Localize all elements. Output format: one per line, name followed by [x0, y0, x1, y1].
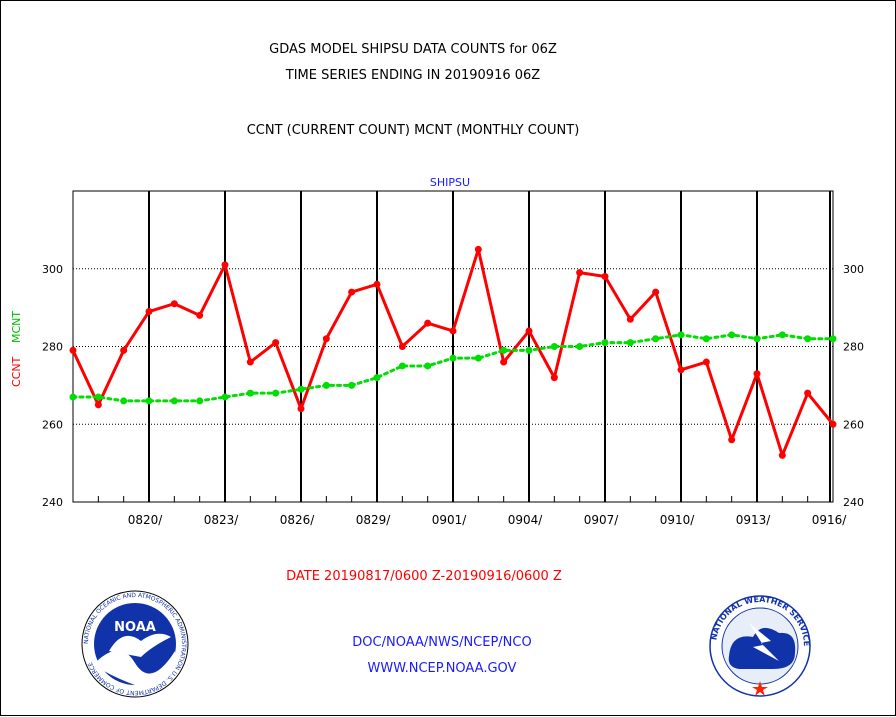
series-point-mcnt	[322, 381, 330, 389]
series-point-mcnt	[702, 335, 710, 343]
x-tick-label: 0829/	[356, 513, 392, 527]
series-point-ccnt	[626, 315, 634, 323]
y-tick-label-left: 260	[42, 418, 63, 431]
series-point-mcnt	[525, 346, 533, 354]
series-point-mcnt	[348, 381, 356, 389]
panel-title: SHIPSU	[430, 176, 470, 189]
series-point-ccnt	[500, 358, 508, 366]
nws-logo: NATIONAL WEATHER SERVICE	[709, 595, 811, 697]
series-point-ccnt	[449, 327, 457, 335]
series-point-ccnt	[753, 370, 761, 378]
series-point-mcnt	[626, 339, 634, 347]
x-tick-label: 0823/	[204, 513, 240, 527]
x-tick-label: 0904/	[508, 513, 544, 527]
chart-title-line-2: TIME SERIES ENDING IN 20190916 06Z	[285, 68, 541, 83]
series-point-ccnt	[297, 405, 305, 413]
series-point-ccnt	[728, 436, 736, 444]
series-point-mcnt	[778, 331, 786, 339]
footer-org-line: DOC/NOAA/NWS/NCEP/NCO	[352, 635, 531, 650]
series-point-mcnt	[272, 389, 280, 397]
series-point-ccnt	[170, 300, 178, 308]
series-point-mcnt	[500, 346, 508, 354]
series-point-ccnt	[120, 346, 128, 354]
series-point-mcnt	[677, 331, 685, 339]
series-point-mcnt	[196, 397, 204, 405]
series-point-ccnt	[550, 374, 558, 382]
series-point-ccnt	[221, 261, 229, 269]
x-tick-label: 0910/	[660, 513, 696, 527]
series-point-ccnt	[652, 288, 660, 296]
series-point-mcnt	[69, 393, 77, 401]
series-point-mcnt	[373, 374, 381, 382]
series-point-ccnt	[246, 358, 254, 366]
series-point-ccnt	[145, 308, 153, 316]
x-tick-label: 0913/	[736, 513, 772, 527]
series-point-mcnt	[94, 393, 102, 401]
y-tick-label-right: 260	[843, 418, 864, 431]
series-point-ccnt	[424, 319, 432, 327]
series-point-ccnt	[348, 288, 356, 296]
series-point-mcnt	[474, 354, 482, 362]
x-axis-label: DATE 20190817/0600 Z-20190916/0600 Z	[286, 569, 562, 584]
noaa-logo: NOAA NATIONAL OCEANIC AND ATMOSPHERIC AD…	[81, 590, 189, 698]
grid-lines	[73, 191, 833, 502]
series-point-ccnt	[398, 343, 406, 350]
series-point-mcnt	[297, 385, 305, 393]
data-series	[69, 245, 837, 459]
series-point-mcnt	[449, 354, 457, 362]
plot-axes	[72, 190, 834, 503]
series-point-ccnt	[778, 451, 786, 459]
x-tick-label: 0907/	[584, 513, 620, 527]
series-point-ccnt	[196, 311, 204, 319]
series-point-mcnt	[424, 362, 432, 370]
x-tick-label: 0826/	[280, 513, 316, 527]
x-tick-labels: 0820/0823/0826/0829/0901/0904/0907/0910/…	[128, 513, 848, 527]
y-axis-label-ccnt: CCNT	[10, 356, 23, 387]
x-tick-label: 0916/	[812, 513, 848, 527]
y-tick-label-left: 300	[42, 263, 63, 276]
series-point-mcnt	[145, 397, 153, 405]
series-point-ccnt	[474, 245, 482, 253]
y-tick-label-left: 240	[42, 496, 63, 509]
series-point-mcnt	[576, 343, 584, 350]
series-point-mcnt	[398, 362, 406, 370]
series-point-ccnt	[94, 401, 102, 409]
footer-url-line: WWW.NCEP.NOAA.GOV	[368, 661, 517, 676]
series-point-mcnt	[753, 335, 761, 343]
series-point-mcnt	[550, 343, 558, 350]
series-point-ccnt	[576, 269, 584, 277]
series-point-mcnt	[170, 397, 178, 405]
y-tick-label-right: 240	[843, 496, 864, 509]
y-tick-labels: 240 240 260 260 280 280 300 300	[42, 263, 864, 509]
y-axis-label-mcnt: MCNT	[10, 311, 23, 343]
series-point-ccnt	[702, 358, 710, 366]
series-point-mcnt	[601, 339, 609, 347]
x-tick-label: 0901/	[432, 513, 468, 527]
chart-title-line-3: CCNT (CURRENT COUNT) MCNT (MONTHLY COUNT…	[247, 123, 580, 138]
series-point-ccnt	[829, 420, 837, 428]
series-point-ccnt	[373, 280, 381, 288]
series-point-ccnt	[322, 335, 330, 343]
series-point-mcnt	[728, 331, 736, 339]
y-tick-label-right: 280	[843, 341, 864, 354]
series-point-mcnt	[804, 335, 812, 343]
series-point-mcnt	[829, 335, 837, 343]
noaa-logo-text: NOAA	[114, 620, 156, 635]
y-tick-label-right: 300	[843, 263, 864, 276]
series-point-mcnt	[246, 389, 254, 397]
series-point-mcnt	[120, 397, 128, 405]
series-point-mcnt	[221, 393, 229, 401]
series-point-ccnt	[601, 273, 609, 281]
series-point-ccnt	[525, 327, 533, 335]
chart-title-line-1: GDAS MODEL SHIPSU DATA COUNTS for 06Z	[269, 42, 557, 57]
series-point-mcnt	[652, 335, 660, 343]
series-point-ccnt	[69, 346, 77, 354]
series-point-ccnt	[272, 339, 280, 347]
x-tick-label: 0820/	[128, 513, 164, 527]
series-point-ccnt	[677, 366, 685, 374]
y-tick-label-left: 280	[42, 341, 63, 354]
series-point-ccnt	[804, 389, 812, 397]
